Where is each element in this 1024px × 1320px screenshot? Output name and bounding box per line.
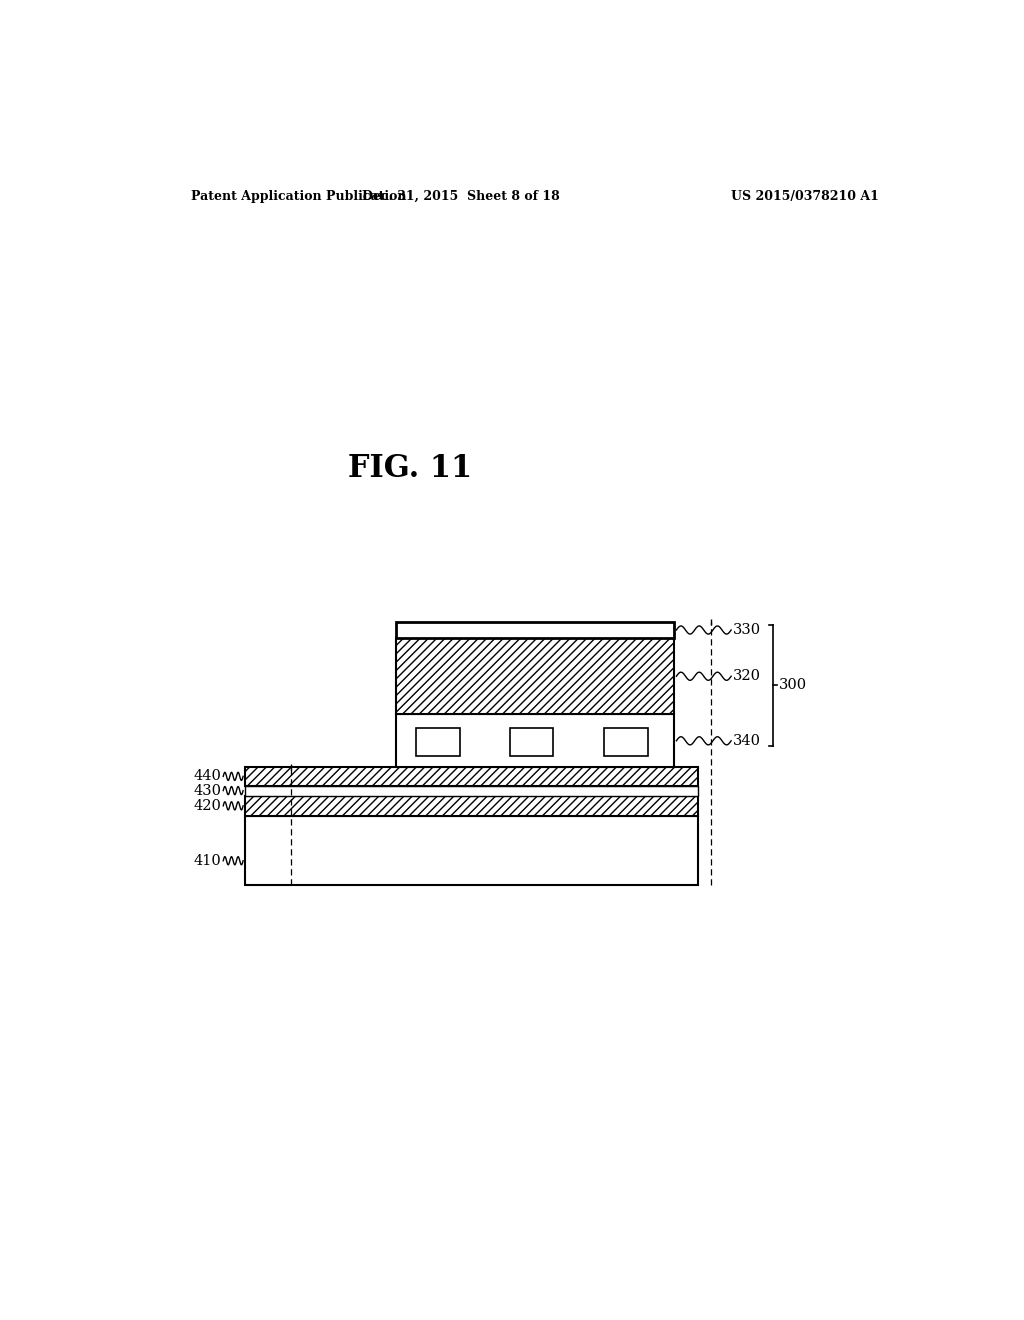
Text: 300: 300	[778, 678, 807, 693]
Bar	[246, 816, 697, 886]
Bar	[246, 785, 697, 796]
Text: 320: 320	[733, 669, 761, 684]
Bar	[604, 727, 648, 756]
Bar	[396, 622, 674, 638]
Bar	[396, 714, 674, 767]
Text: US 2015/0378210 A1: US 2015/0378210 A1	[731, 190, 879, 203]
Bar	[510, 727, 553, 756]
Bar	[396, 714, 674, 767]
Bar	[396, 638, 674, 714]
Text: 420: 420	[194, 799, 221, 813]
Text: 430: 430	[194, 784, 221, 797]
Text: Dec. 31, 2015  Sheet 8 of 18: Dec. 31, 2015 Sheet 8 of 18	[362, 190, 560, 203]
Text: 340: 340	[733, 734, 761, 748]
Text: 440: 440	[194, 770, 221, 783]
Text: 330: 330	[733, 623, 761, 638]
Bar	[246, 796, 697, 816]
Text: 410: 410	[194, 854, 221, 867]
Text: Patent Application Publication: Patent Application Publication	[191, 190, 407, 203]
Text: FIG. 11: FIG. 11	[348, 453, 472, 484]
Bar	[416, 727, 460, 756]
Bar	[246, 767, 697, 785]
